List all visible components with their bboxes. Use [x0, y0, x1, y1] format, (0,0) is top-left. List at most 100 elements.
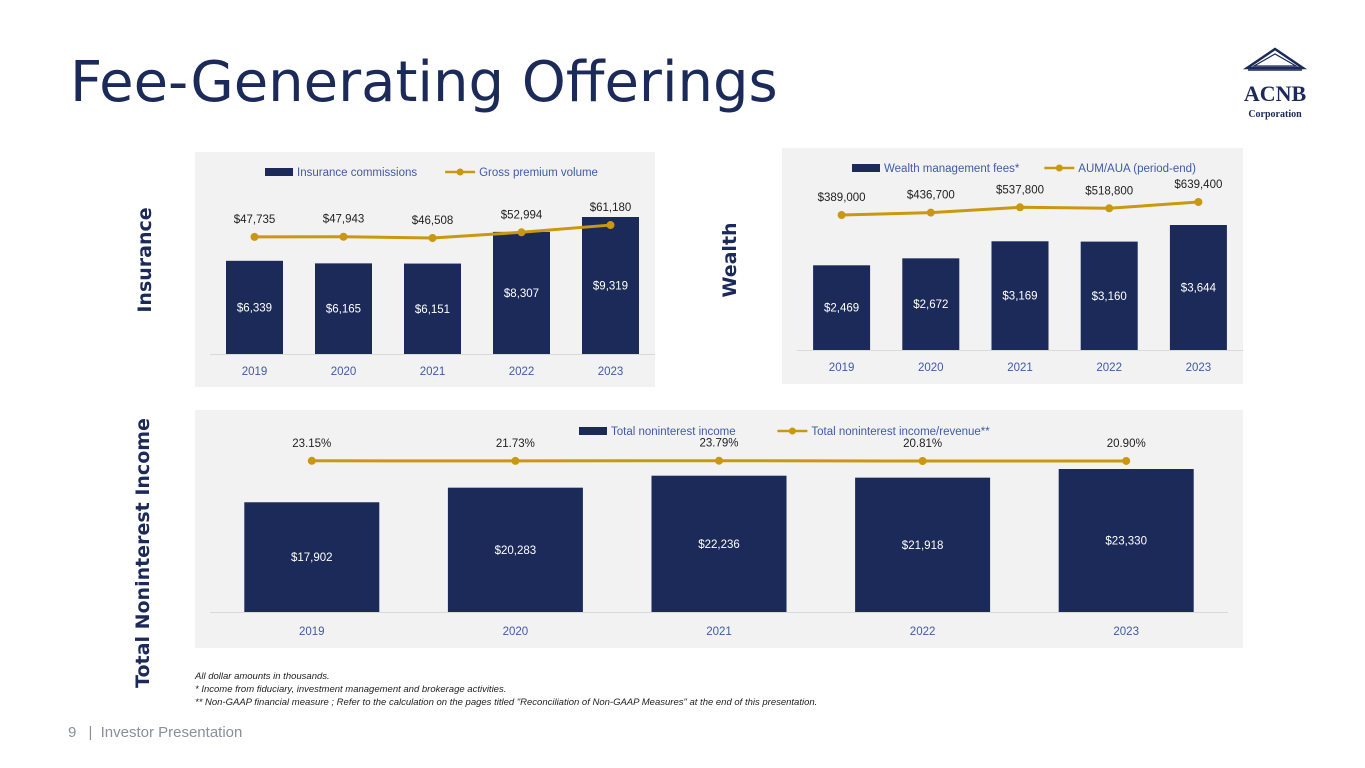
line-label-2023: $639,400 [1174, 179, 1222, 191]
x-tick-2019: 2019 [829, 362, 855, 374]
bar-2021 [404, 263, 461, 354]
footer-text: Investor Presentation [100, 724, 243, 741]
line-label-2020: $47,943 [323, 214, 365, 226]
line-point-2021 [1016, 203, 1024, 212]
line-point-2022 [1105, 204, 1114, 213]
total-chart-svg: Total noninterest income Total noninteres… [210, 426, 1228, 638]
line-point-2019 [307, 456, 316, 465]
x-tick-2020: 2020 [918, 362, 944, 374]
bar-2022 [855, 477, 991, 612]
bar-label-2023: $3,644 [1181, 283, 1217, 295]
line-point-2019 [837, 211, 846, 220]
legend-label-line: Total noninterest income/revenue** [811, 426, 990, 438]
bar-2020 [902, 258, 960, 350]
footnotes: All dollar amounts in thousands. * Incom… [195, 670, 1195, 709]
bar-2023 [582, 217, 639, 354]
bar-2019 [244, 502, 380, 612]
section-label-total-noninterest-income: Total Noninterest Income [132, 418, 154, 688]
line-point-2021 [428, 234, 437, 243]
legend-label-line: AUM/AUA (period-end) [1078, 163, 1196, 175]
x-tick-2020: 2020 [331, 366, 357, 378]
bar-label-2023: $23,330 [1105, 536, 1147, 548]
bar-label-2019: $2,469 [824, 303, 859, 315]
x-tick-2021: 2021 [420, 366, 446, 378]
bar-label-2020: $6,165 [326, 304, 361, 316]
x-tick-2021: 2021 [706, 626, 732, 638]
logo-subtitle: Corporation [1248, 109, 1302, 120]
x-tick-2019: 2019 [242, 366, 268, 378]
bar-label-2021: $22,236 [698, 539, 740, 551]
line-point-2020 [926, 208, 935, 217]
bar-label-2019: $17,902 [291, 552, 333, 564]
line-point-2023 [1194, 198, 1203, 207]
line-point-2019 [250, 232, 259, 241]
x-tick-2022: 2022 [509, 366, 535, 378]
bar-label-2022: $8,307 [504, 288, 539, 300]
bar-label-2020: $20,283 [495, 545, 537, 557]
bar-2022 [493, 231, 550, 354]
bar-2022 [1080, 241, 1138, 350]
line-label-2021: $537,800 [996, 184, 1044, 196]
line-label-2023: $61,180 [590, 202, 632, 214]
page-title: Fee-Generating Offerings [70, 50, 778, 115]
line-point-2022 [517, 228, 526, 237]
footer: 9 | Investor Presentation [68, 724, 242, 741]
line-point-2021 [715, 456, 723, 465]
line-label-2023: 20.90% [1107, 438, 1146, 450]
x-tick-2023: 2023 [1113, 626, 1139, 638]
bar-2019 [226, 260, 283, 354]
footnote-non-gaap: ** Non-GAAP financial measure ; Refer to… [195, 697, 818, 708]
bar-label-2023: $9,319 [593, 281, 628, 293]
insurance-chart: Insurance commissions Gross premium volum… [195, 152, 655, 387]
total-noninterest-income-chart: Total noninterest income Total noninteres… [195, 410, 1243, 648]
line-point-2022 [918, 456, 927, 465]
bar-2020 [315, 263, 372, 354]
x-tick-2023: 2023 [1186, 362, 1212, 374]
legend-label-bar: Insurance commissions [297, 167, 417, 179]
bar-2021 [651, 475, 787, 612]
line-point-2020 [339, 232, 348, 241]
wealth-chart-svg: Wealth management fees* AUM/AUA (period-e… [797, 163, 1243, 374]
line-label-2021: $46,508 [412, 215, 454, 227]
line-label-2022: $518,800 [1085, 185, 1133, 197]
line-label-2020: $436,700 [907, 190, 955, 202]
footnote-amounts: All dollar amounts in thousands. [195, 671, 330, 682]
x-tick-2023: 2023 [598, 366, 624, 378]
logo-graphic: ACNB Corporation [1242, 47, 1308, 120]
bar-2023 [1169, 225, 1227, 350]
footer-separator: | [88, 724, 93, 741]
bar-2021 [991, 241, 1049, 350]
bar-label-2021: $3,169 [1002, 291, 1037, 303]
section-label-wealth: Wealth [719, 222, 741, 298]
line-point-2023 [606, 221, 615, 230]
legend-swatch-bar [265, 168, 293, 176]
company-logo: ACNB Corporation [1240, 46, 1310, 121]
legend-swatch-bar [852, 164, 880, 172]
legend-marker-line [1055, 164, 1063, 172]
bar-label-2020: $2,672 [913, 299, 948, 311]
x-tick-2021: 2021 [1007, 362, 1033, 374]
x-tick-2022: 2022 [910, 626, 936, 638]
line-label-2022: $52,994 [501, 209, 543, 221]
line-point-2023 [1122, 456, 1131, 465]
legend-swatch-bar [579, 427, 607, 435]
bar-2020 [447, 487, 583, 612]
legend-label-line: Gross premium volume [479, 167, 598, 179]
section-label-insurance: Insurance [134, 207, 156, 313]
line-label-2019: $47,735 [234, 214, 276, 226]
footnote-income-fiduciary: * Income from fiduciary, investment mana… [195, 684, 507, 695]
wealth-chart: Wealth management fees* AUM/AUA (period-e… [782, 148, 1243, 384]
x-tick-2020: 2020 [503, 626, 529, 638]
legend-marker-line [456, 168, 464, 176]
legend-label-bar: Total noninterest income [611, 426, 736, 438]
legend-marker-line [788, 427, 796, 435]
x-tick-2019: 2019 [299, 626, 325, 638]
line-label-2022: 20.81% [903, 438, 942, 450]
bar-2023 [1058, 469, 1194, 612]
line-label-2019: $389,000 [818, 192, 866, 204]
bar-label-2021: $6,151 [415, 304, 450, 316]
line-point-2020 [511, 456, 520, 465]
logo-wordmark: ACNB [1244, 81, 1307, 106]
line-label-2019: 23.15% [292, 438, 331, 450]
x-tick-2022: 2022 [1096, 362, 1122, 374]
